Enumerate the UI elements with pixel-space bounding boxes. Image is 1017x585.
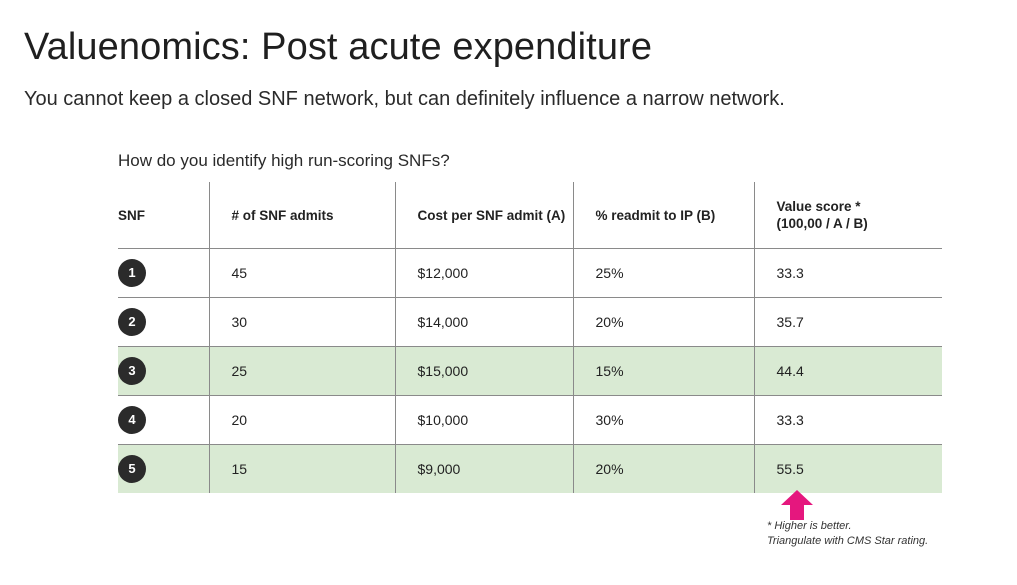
footnote: * Higher is better. Triangulate with CMS… bbox=[767, 519, 928, 549]
table-row: 4 20 $10,000 30% 33.3 bbox=[118, 395, 942, 445]
table-caption: How do you identify high run-scoring SNF… bbox=[118, 151, 450, 170]
cost-cell: $14,000 bbox=[394, 297, 573, 347]
header-value-score-line2: (100,00 / A / B) bbox=[776, 216, 868, 231]
table-row: 5 15 $9,000 20% 55.5 bbox=[118, 444, 942, 493]
snf-cell: 2 bbox=[118, 297, 209, 347]
admits-cell: 30 bbox=[208, 297, 395, 347]
snf-table-container: SNF # of SNF admits Cost per SNF admit (… bbox=[118, 182, 942, 493]
admits-cell: 20 bbox=[208, 395, 395, 445]
up-arrow-shape bbox=[781, 490, 813, 520]
page-subtitle: You cannot keep a closed SNF network, bu… bbox=[24, 88, 785, 110]
snf-cell: 1 bbox=[118, 248, 209, 298]
snf-number-badge: 2 bbox=[118, 308, 146, 336]
table-row: 1 45 $12,000 25% 33.3 bbox=[118, 248, 942, 298]
snf-number-badge: 1 bbox=[118, 259, 146, 287]
snf-number-badge: 5 bbox=[118, 455, 146, 483]
readmit-cell: 25% bbox=[572, 248, 754, 298]
footnote-line-1: * Higher is better. bbox=[767, 520, 852, 532]
readmit-cell: 20% bbox=[572, 444, 754, 493]
snf-cell: 5 bbox=[118, 444, 209, 493]
value-score-cell: 33.3 bbox=[753, 248, 942, 298]
table-row: 2 30 $14,000 20% 35.7 bbox=[118, 297, 942, 347]
readmit-cell: 20% bbox=[572, 297, 754, 347]
value-score-cell: 44.4 bbox=[753, 346, 942, 396]
readmit-cell: 15% bbox=[572, 346, 754, 396]
header-cost: Cost per SNF admit (A) bbox=[394, 182, 573, 249]
header-value-score: Value score * (100,00 / A / B) bbox=[753, 182, 942, 249]
footnote-line-2: Triangulate with CMS Star rating. bbox=[767, 535, 929, 547]
header-value-score-line1: Value score * bbox=[776, 199, 861, 214]
cost-cell: $12,000 bbox=[394, 248, 573, 298]
table-row: 3 25 $15,000 15% 44.4 bbox=[118, 346, 942, 396]
snf-cell: 4 bbox=[118, 395, 209, 445]
snf-number-badge: 3 bbox=[118, 357, 146, 385]
cost-cell: $9,000 bbox=[394, 444, 573, 493]
table-header-row: SNF # of SNF admits Cost per SNF admit (… bbox=[118, 182, 942, 249]
cost-cell: $10,000 bbox=[394, 395, 573, 445]
admits-cell: 15 bbox=[208, 444, 395, 493]
header-snf: SNF bbox=[118, 182, 209, 249]
value-score-cell: 35.7 bbox=[753, 297, 942, 347]
cost-cell: $15,000 bbox=[394, 346, 573, 396]
header-readmit: % readmit to IP (B) bbox=[572, 182, 754, 249]
snf-value-table: SNF # of SNF admits Cost per SNF admit (… bbox=[118, 182, 942, 493]
value-score-cell: 33.3 bbox=[753, 395, 942, 445]
up-arrow-icon bbox=[781, 490, 813, 520]
readmit-cell: 30% bbox=[572, 395, 754, 445]
snf-number-badge: 4 bbox=[118, 406, 146, 434]
page-title: Valuenomics: Post acute expenditure bbox=[24, 26, 653, 68]
header-admits: # of SNF admits bbox=[208, 182, 395, 249]
admits-cell: 25 bbox=[208, 346, 395, 396]
admits-cell: 45 bbox=[208, 248, 395, 298]
value-score-cell: 55.5 bbox=[753, 444, 942, 493]
snf-cell: 3 bbox=[118, 346, 209, 396]
